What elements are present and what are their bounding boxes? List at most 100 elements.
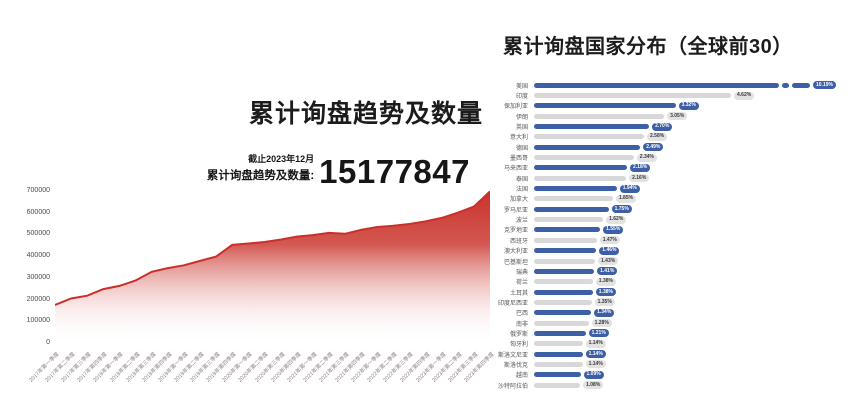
country-label: 印度尼西亚: [497, 300, 528, 307]
country-row: 斯洛伐克 1.14%: [458, 359, 852, 369]
country-value-badge: 1.43%: [598, 257, 619, 266]
country-label: 澳大利亚: [503, 249, 528, 256]
country-value-badge: 4.62%: [734, 91, 755, 100]
country-bar-track: 2.34%: [534, 153, 657, 162]
country-value-badge: 1.85%: [615, 194, 637, 203]
country-label: 南非: [515, 321, 528, 328]
country-label: 沙特阿拉伯: [497, 383, 528, 390]
country-label: 墨西哥: [509, 156, 528, 163]
country-bar: [534, 237, 597, 243]
y-axis-tick-label: 100000: [26, 317, 50, 325]
country-bar: [534, 124, 650, 130]
country-value-badge: 3.05%: [667, 112, 688, 121]
total-inquiries-value: 15177847: [319, 152, 470, 190]
country-row: 罗马尼亚 1.75%: [458, 204, 852, 214]
country-bar: [534, 351, 583, 357]
country-label: 德国: [515, 145, 528, 152]
country-bar: [534, 113, 665, 119]
country-bar-track: 1.43%: [534, 257, 619, 266]
country-bar-track: 1.46%: [534, 246, 620, 255]
country-label: 马来西亚: [503, 166, 528, 173]
country-row: 印度尼西亚 1.35%: [458, 297, 852, 307]
country-label: 巴基斯坦: [503, 259, 528, 266]
trend-chart-title: 累计询盘趋势及数量: [248, 100, 483, 128]
country-value-badge: 1.55%: [603, 225, 624, 234]
y-axis-tick-label: 600000: [26, 208, 50, 216]
y-axis-tick-label: 500000: [26, 230, 50, 238]
country-row: 泰国 2.16%: [458, 173, 852, 183]
country-bar-chart: 美国 10.19% 印度 4.62% 保加利亚 3.32% 伊朗 3.05% 英国 2.70% 意大…: [458, 80, 852, 390]
country-label: 泰国: [515, 176, 528, 183]
country-label: 印度: [515, 94, 528, 101]
country-label: 西班牙: [509, 238, 528, 245]
country-value-badge: 1.75%: [611, 205, 632, 214]
country-value-badge: 2.18%: [630, 163, 651, 172]
country-bar-track: 3.32%: [534, 101, 699, 110]
country-row: 法国 1.94%: [458, 183, 852, 193]
country-row: 土耳其 1.38%: [458, 287, 852, 297]
y-axis-tick-label: 400000: [26, 252, 50, 260]
country-value-badge: 1.09%: [583, 370, 604, 379]
country-bar: [534, 330, 586, 336]
country-bar: [534, 144, 641, 150]
country-bar: [534, 361, 583, 367]
country-bar-track: 1.08%: [534, 381, 604, 390]
country-bar-track: 2.18%: [534, 163, 651, 172]
country-bar-track: 10.19%: [534, 81, 836, 90]
country-bar-track: 1.55%: [534, 225, 624, 234]
country-bar: [534, 382, 581, 388]
country-value-badge: 1.14%: [585, 339, 606, 348]
country-bar-track: 4.62%: [534, 91, 755, 100]
y-axis-tick-label: 200000: [26, 295, 50, 303]
country-label: 罗马尼亚: [503, 207, 528, 214]
area-series-svg: [55, 191, 490, 343]
country-value-badge: 1.35%: [594, 298, 615, 307]
country-bar-track: 2.70%: [534, 122, 673, 131]
country-value-badge: 2.70%: [652, 122, 673, 131]
country-label: 克罗地亚: [503, 228, 528, 235]
country-bar: [534, 93, 731, 99]
country-bar-track: 1.28%: [534, 319, 612, 328]
country-bar: [534, 268, 595, 274]
country-label: 匈牙利: [509, 342, 528, 349]
country-row: 墨西哥 2.34%: [458, 152, 852, 162]
country-row: 保加利亚 3.32%: [458, 101, 852, 111]
country-label: 斯洛伐克: [503, 362, 528, 369]
country-row: 斯洛文尼亚 1.14%: [458, 349, 852, 359]
country-label: 巴西: [515, 311, 528, 318]
country-value-badge: 1.28%: [591, 319, 612, 328]
country-label: 波兰: [515, 218, 528, 225]
country-chart-title: 累计询盘国家分布（全球前30）: [503, 36, 793, 58]
country-value-badge: 1.08%: [583, 381, 604, 390]
country-row: 印度 4.62%: [458, 90, 852, 100]
country-bar: [534, 103, 676, 109]
country-bar: [534, 299, 592, 305]
country-value-badge: 2.58%: [647, 132, 668, 141]
country-label: 法国: [515, 187, 528, 194]
country-value-badge: 2.34%: [636, 153, 657, 162]
country-label: 斯洛文尼亚: [497, 352, 528, 359]
country-row: 意大利 2.58%: [458, 132, 852, 142]
country-bar: [534, 186, 617, 192]
trend-total-caption: 截止2023年12月 累计询盘趋势及数量: 15177847: [207, 152, 470, 190]
trend-caption-labels: 截止2023年12月 累计询盘趋势及数量:: [207, 152, 314, 186]
country-bar-track: 1.35%: [534, 298, 615, 307]
country-row: 匈牙利 1.14%: [458, 339, 852, 349]
country-row: 沙特阿拉伯 1.08%: [458, 380, 852, 390]
country-bar-track: 2.58%: [534, 132, 668, 141]
country-row: 巴基斯坦 1.43%: [458, 256, 852, 266]
as-of-date-label: 截止2023年12月: [248, 154, 315, 164]
country-bar: [534, 372, 581, 378]
total-inquiries-label: 累计询盘趋势及数量:: [206, 170, 315, 182]
trend-area-chart: 700000 600000 500000 400000 300000 200000 1000…: [0, 186, 505, 411]
country-bar-segment: [792, 82, 810, 88]
country-label: 俄罗斯: [509, 331, 528, 338]
country-value-badge: 1.62%: [606, 215, 627, 224]
country-row: 西班牙 1.47%: [458, 235, 852, 245]
country-row: 俄罗斯 1.21%: [458, 328, 852, 338]
country-bar: [534, 155, 634, 161]
country-row: 巴西 1.34%: [458, 308, 852, 318]
country-bar-track: 2.49%: [534, 143, 664, 152]
country-value-badge: 1.14%: [585, 360, 606, 369]
